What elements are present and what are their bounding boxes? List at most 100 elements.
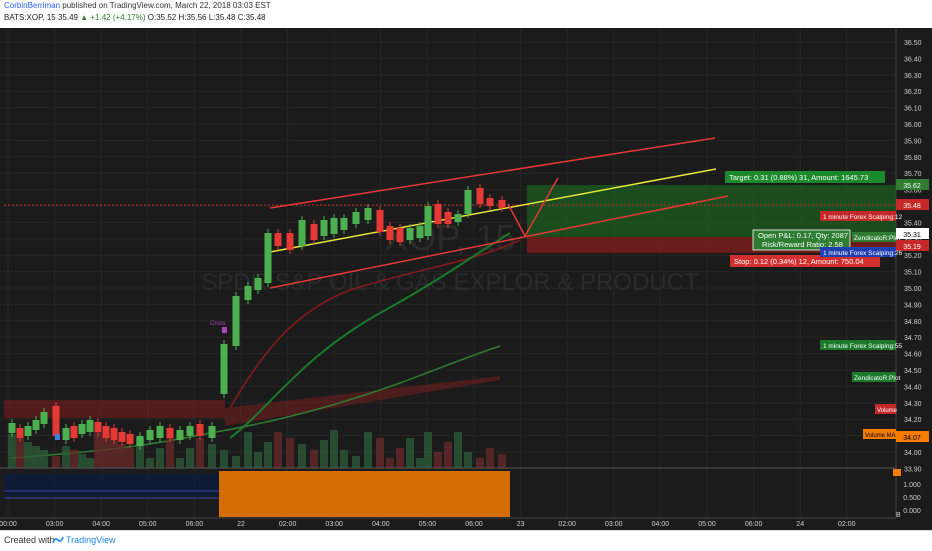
price-tick: 34.70 [904, 335, 922, 342]
time-tick: 00:00 [0, 521, 17, 528]
candlesticks [8, 184, 506, 450]
price-tick: 35.60 [904, 188, 922, 195]
time-tick: 04:00 [372, 521, 390, 528]
signal-marker [55, 434, 60, 440]
zendicator-plot-label-2: ZendicatoR:Plot [852, 372, 900, 382]
volume-ma-label: Volume MA [863, 429, 896, 439]
time-tick: 02:00 [279, 521, 297, 528]
svg-text:1 minute Forex Scalping:26: 1 minute Forex Scalping:26 [823, 250, 903, 257]
target-label[interactable]: Target: 0.31 (0.88%) 31, Amount: 1645.73 [725, 171, 885, 183]
indicator-axis-letter: B [896, 512, 901, 519]
chart-header: CorbinBerriman published on TradingView.… [0, 0, 932, 28]
price-tick: 36.30 [904, 73, 922, 80]
volume-profile-wedge [225, 376, 500, 426]
time-tick: 02:00 [838, 521, 856, 528]
price-tick: 34.40 [904, 384, 922, 391]
price-tick: 34.60 [904, 352, 922, 359]
zendicator-plot-label-1: ZendicatoR:Plot [852, 232, 900, 242]
svg-text:34.07: 34.07 [903, 435, 921, 442]
stop-label[interactable]: Stop: 0.12 (0.34%) 12, Amount: 750.04 [730, 255, 880, 267]
svg-text:Open P&L: 0.17, Qty: 2087: Open P&L: 0.17, Qty: 2087 [758, 231, 848, 240]
svg-text:Volume: Volume [877, 408, 898, 414]
svg-text:35.48: 35.48 [903, 203, 921, 210]
price-marker-entry: 35.31 [896, 228, 929, 239]
price-tick: 35.10 [904, 270, 922, 277]
svg-text:Volume MA: Volume MA [865, 433, 896, 439]
svg-text:1.000: 1.000 [903, 482, 921, 489]
volume-label: Volume [875, 404, 898, 414]
time-tick: 05:00 [139, 521, 157, 528]
price-tick: 34.20 [904, 417, 922, 424]
price-tick: 35.70 [904, 171, 922, 178]
price-tick: 35.80 [904, 155, 922, 162]
footer: Created with TradingView [0, 530, 932, 551]
created-with-text: Created with [4, 535, 55, 545]
channel-midline[interactable] [269, 168, 717, 253]
ma-slow-line [229, 232, 511, 439]
svg-text:Cross: Cross [210, 321, 226, 327]
price-marker-last: 35.48 [896, 199, 929, 210]
price-tick: 36.50 [904, 40, 922, 47]
price-tick: 36.10 [904, 106, 922, 113]
scalping-26-label: 1 minute Forex Scalping:26 [820, 247, 903, 257]
time-tick: 02:00 [558, 521, 576, 528]
price-marker-volume-ma: 34.07 [896, 431, 929, 442]
time-tick: 03:00 [605, 521, 623, 528]
svg-text:Risk/Reward Ratio: 2.58: Risk/Reward Ratio: 2.58 [762, 240, 843, 249]
price-tick: 34.90 [904, 302, 922, 309]
svg-text:0.500: 0.500 [903, 495, 921, 502]
time-tick: 06:00 [745, 521, 763, 528]
last-price: 35.49 [57, 13, 78, 22]
svg-text:ZendicatoR:Plot: ZendicatoR:Plot [854, 375, 900, 382]
forecast-path[interactable] [507, 177, 559, 238]
svg-text:1 minute Forex Scalping:12: 1 minute Forex Scalping:12 [823, 214, 903, 221]
price-tick: 35.40 [904, 220, 922, 227]
time-axis[interactable]: 00:00 03:00 04:00 05:00 06:00 22 02:00 03:00 04:… [0, 521, 856, 528]
time-tick: 23 [517, 521, 525, 528]
time-tick: 06:00 [465, 521, 483, 528]
price-tick: 34.50 [904, 368, 922, 375]
price-tick: 36.20 [904, 89, 922, 96]
channel-lower-line[interactable] [269, 195, 729, 289]
svg-text:ZendicatoR:Plot: ZendicatoR:Plot [854, 235, 900, 242]
time-tick: 05:00 [698, 521, 716, 528]
symbol-label: BATS:XOP, 15 [4, 13, 56, 22]
scalping-55-label: 1 minute Forex Scalping:55 [820, 340, 903, 350]
scalping-12-label: 1 minute Forex Scalping:12 [820, 211, 903, 221]
svg-text:1 minute Forex Scalping:55: 1 minute Forex Scalping:55 [823, 343, 903, 350]
chart-area[interactable]: XOP, 15 SPDR S&P OIL & GAS EXPLOR & PROD… [0, 28, 932, 530]
price-tick: 36.40 [904, 56, 922, 63]
indicator-orange-block [219, 471, 510, 517]
price-tick: 35.90 [904, 138, 922, 145]
price-tick: 34.80 [904, 319, 922, 326]
time-tick: 04:00 [92, 521, 110, 528]
indicator-navy-block [4, 474, 219, 496]
price-marker-target: 35.62 [896, 179, 929, 190]
indicator-axis: 1.000 0.500 0.000 B [893, 469, 921, 519]
price-tick: 33.90 [904, 466, 922, 473]
price-tick: 34.00 [904, 450, 922, 457]
time-tick: 06:00 [186, 521, 204, 528]
publish-byline: CorbinBerriman published on TradingView.… [4, 1, 271, 10]
time-tick: 03:00 [46, 521, 64, 528]
price-tick: 35.00 [904, 286, 922, 293]
ohlc-values: O:35.52 H:35.56 L:35.48 C:35.48 [147, 13, 266, 22]
channel-upper-line[interactable] [269, 137, 716, 209]
svg-text:Stop: 0.12 (0.34%) 12, Amount:: Stop: 0.12 (0.34%) 12, Amount: 750.04 [734, 257, 864, 266]
tradingview-link[interactable]: TradingView [66, 535, 116, 545]
time-tick: 22 [237, 521, 245, 528]
ohlc-legend: BATS:XOP, 15 35.49 ▲ +1.42 (+4.17%) O:35… [4, 13, 266, 22]
svg-text:35.62: 35.62 [903, 183, 921, 190]
time-tick: 24 [796, 521, 804, 528]
tradingview-logo-icon [52, 536, 64, 544]
time-tick: 03:00 [325, 521, 343, 528]
svg-text:35.31: 35.31 [903, 232, 921, 239]
cross-marker: Cross [210, 321, 227, 333]
author-link[interactable]: CorbinBerriman [4, 1, 61, 10]
price-marker-stop: 35.19 [896, 240, 929, 251]
price-change: ▲ +1.42 (+4.17%) [80, 13, 146, 22]
volume-bars [8, 430, 506, 468]
svg-text:35.19: 35.19 [903, 244, 921, 251]
svg-text:Target: 0.31 (0.88%) 31, Amoun: Target: 0.31 (0.88%) 31, Amount: 1645.73 [729, 173, 868, 182]
